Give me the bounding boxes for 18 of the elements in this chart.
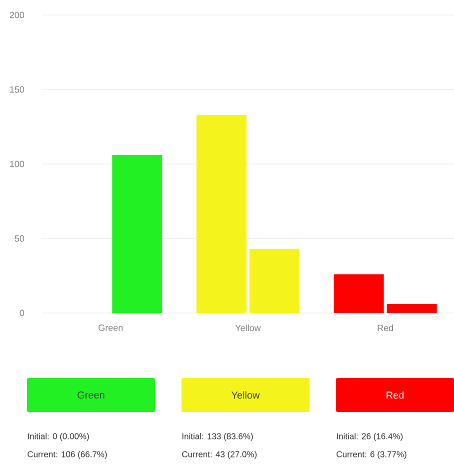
text: Initial: 0 (0.00%)	[28, 433, 89, 441]
y-tick-label: 150	[10, 86, 24, 93]
category-label: Yellow	[231, 391, 260, 399]
y-tick-label: 100	[10, 160, 24, 168]
text: Current: 106 (66.7%)	[28, 451, 107, 459]
category-label: Green	[78, 391, 104, 399]
x-tick-label: Yellow	[235, 324, 261, 332]
text: Current: 6 (3.77%)	[336, 451, 406, 459]
x-tick-label: Green	[98, 324, 122, 331]
y-tick-label: 0	[20, 310, 24, 316]
text: Initial: 26 (16.4%)	[336, 433, 402, 441]
bar	[112, 155, 162, 313]
y-tick-label: 200	[10, 12, 24, 18]
category-label: Red	[386, 391, 404, 399]
x-tick-label: Red	[378, 324, 393, 332]
y-tick-label: 50	[14, 235, 24, 242]
text: Current: 43 (27.0%)	[182, 451, 256, 459]
text: Initial: 133 (83.6%)	[182, 433, 253, 441]
